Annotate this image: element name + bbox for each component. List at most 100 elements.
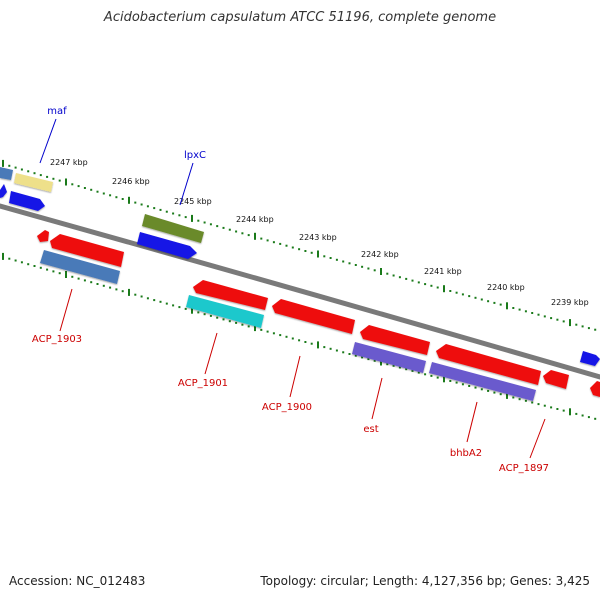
gene-arrow-left-edge-2[interactable] bbox=[0, 184, 7, 198]
tick-dot bbox=[518, 398, 521, 401]
tick-dot bbox=[524, 399, 527, 402]
tick-major bbox=[506, 302, 508, 310]
tick-dot bbox=[594, 328, 597, 331]
tick-dot bbox=[550, 406, 553, 409]
tick-dot bbox=[216, 316, 219, 319]
gene-arrow-right-edge[interactable] bbox=[580, 351, 600, 366]
tick-dot bbox=[228, 228, 231, 231]
tick-dot bbox=[235, 321, 238, 324]
gene-arrow-lpxC[interactable] bbox=[142, 214, 204, 243]
tick-dot bbox=[121, 198, 124, 200]
tick-dot bbox=[392, 364, 395, 367]
tick-dot bbox=[543, 404, 546, 407]
tick-dot bbox=[361, 356, 364, 359]
gene-arrow-small-red[interactable] bbox=[37, 230, 49, 242]
tick-dot bbox=[386, 363, 389, 366]
gene-arrow-ACP_1901[interactable] bbox=[186, 295, 264, 328]
tick-major bbox=[128, 288, 130, 296]
tick-dot bbox=[90, 281, 93, 284]
tick-dot bbox=[417, 281, 420, 284]
tick-dot bbox=[146, 297, 149, 300]
gene-label-maf[interactable]: maf bbox=[47, 106, 67, 117]
gene-arrow-ACP_1900[interactable] bbox=[272, 299, 355, 334]
gene-label-ACP_1903[interactable]: ACP_1903 bbox=[32, 334, 82, 345]
gene-arrow-bhbA2-a[interactable] bbox=[436, 344, 541, 385]
gene-arrow-est[interactable] bbox=[352, 342, 426, 373]
tick-dot bbox=[165, 302, 168, 305]
tick-dot bbox=[140, 203, 143, 206]
gene-arrow-ACP_1901-a[interactable] bbox=[193, 280, 268, 310]
leader-line-ACP_1901 bbox=[204, 332, 218, 375]
tick-dot bbox=[71, 183, 74, 186]
gene-label-ACP_1901[interactable]: ACP_1901 bbox=[178, 378, 228, 389]
accession-text: Accession: NC_012483 bbox=[9, 574, 146, 588]
tick-dot bbox=[424, 373, 427, 376]
tick-dot bbox=[203, 221, 206, 224]
tick-dot bbox=[543, 315, 546, 318]
tick-dot bbox=[455, 381, 458, 384]
tick-dot bbox=[310, 342, 313, 345]
gene-arrow-ACP_1903-a[interactable] bbox=[50, 234, 124, 267]
gene-label-bhbA2[interactable]: bhbA2 bbox=[450, 448, 482, 459]
tick-dot bbox=[33, 172, 36, 175]
tick-dot bbox=[272, 241, 275, 244]
tick-dot bbox=[8, 257, 11, 260]
tick-dot bbox=[14, 166, 17, 169]
tick-dot bbox=[436, 376, 439, 379]
tick-dot bbox=[197, 219, 200, 222]
kbp-label: 2240 kbp bbox=[487, 283, 525, 292]
tick-dot bbox=[417, 371, 420, 374]
tick-dot bbox=[304, 341, 307, 343]
tick-dot bbox=[348, 353, 351, 355]
tick-dot bbox=[279, 334, 282, 337]
tick-dot bbox=[430, 284, 433, 287]
gene-label-ACP_1900[interactable]: ACP_1900 bbox=[262, 402, 312, 413]
tick-dot bbox=[121, 290, 124, 293]
gene-arrow-maf[interactable] bbox=[14, 173, 53, 192]
tick-dot bbox=[474, 386, 477, 389]
gene-arrow-ACP_1903[interactable] bbox=[40, 250, 120, 284]
tick-dot bbox=[537, 313, 540, 316]
tick-dot bbox=[216, 225, 219, 228]
gene-arrow-ACP_1897[interactable] bbox=[543, 370, 569, 389]
gene-arrow-bhbA2[interactable] bbox=[429, 362, 536, 401]
leader-line-lpxC bbox=[179, 162, 194, 206]
gene-arrow-lpxC-adjacent[interactable] bbox=[9, 191, 45, 211]
gene-label-lpxC[interactable]: lpxC bbox=[184, 150, 206, 161]
tick-dot bbox=[71, 275, 74, 278]
tick-dot bbox=[405, 277, 408, 280]
kbp-labels: 2247 kbp 2246 kbp 2245 kbp 2244 kbp 2243… bbox=[50, 158, 589, 307]
tick-dot bbox=[298, 248, 301, 251]
gene-arrow-blue-2[interactable] bbox=[137, 232, 197, 259]
tick-dot bbox=[291, 337, 294, 340]
tick-major bbox=[317, 250, 319, 258]
tick-dot bbox=[146, 205, 149, 208]
gene-arrow-est-a[interactable] bbox=[360, 325, 430, 355]
reverse-strand-genes bbox=[37, 230, 600, 401]
tick-dot bbox=[556, 318, 559, 321]
tick-dot bbox=[140, 295, 143, 298]
tick-dot bbox=[556, 408, 559, 410]
tick-dot bbox=[487, 389, 490, 392]
tick-dot bbox=[531, 312, 534, 314]
tick-dot bbox=[449, 290, 452, 292]
tick-dot bbox=[449, 380, 452, 382]
gene-label-ACP_1897[interactable]: ACP_1897 bbox=[499, 463, 549, 474]
tick-dot bbox=[46, 175, 49, 178]
tick-dot bbox=[518, 308, 521, 311]
tick-dot bbox=[172, 304, 175, 307]
tick-dot bbox=[487, 300, 490, 303]
gene-arrow-left-edge[interactable] bbox=[0, 167, 13, 180]
tick-dot bbox=[304, 250, 307, 252]
gene-arrow-right-edge-red[interactable] bbox=[590, 381, 600, 397]
gene-label-est[interactable]: est bbox=[363, 424, 378, 435]
leader-line-ACP_1897 bbox=[529, 418, 546, 459]
tick-dot bbox=[285, 244, 288, 247]
tick-dot bbox=[33, 265, 36, 267]
tick-dot bbox=[285, 335, 288, 338]
tick-dot bbox=[134, 293, 137, 296]
tick-dot bbox=[512, 396, 515, 399]
tick-dot bbox=[247, 234, 250, 237]
tick-dot bbox=[386, 272, 389, 275]
